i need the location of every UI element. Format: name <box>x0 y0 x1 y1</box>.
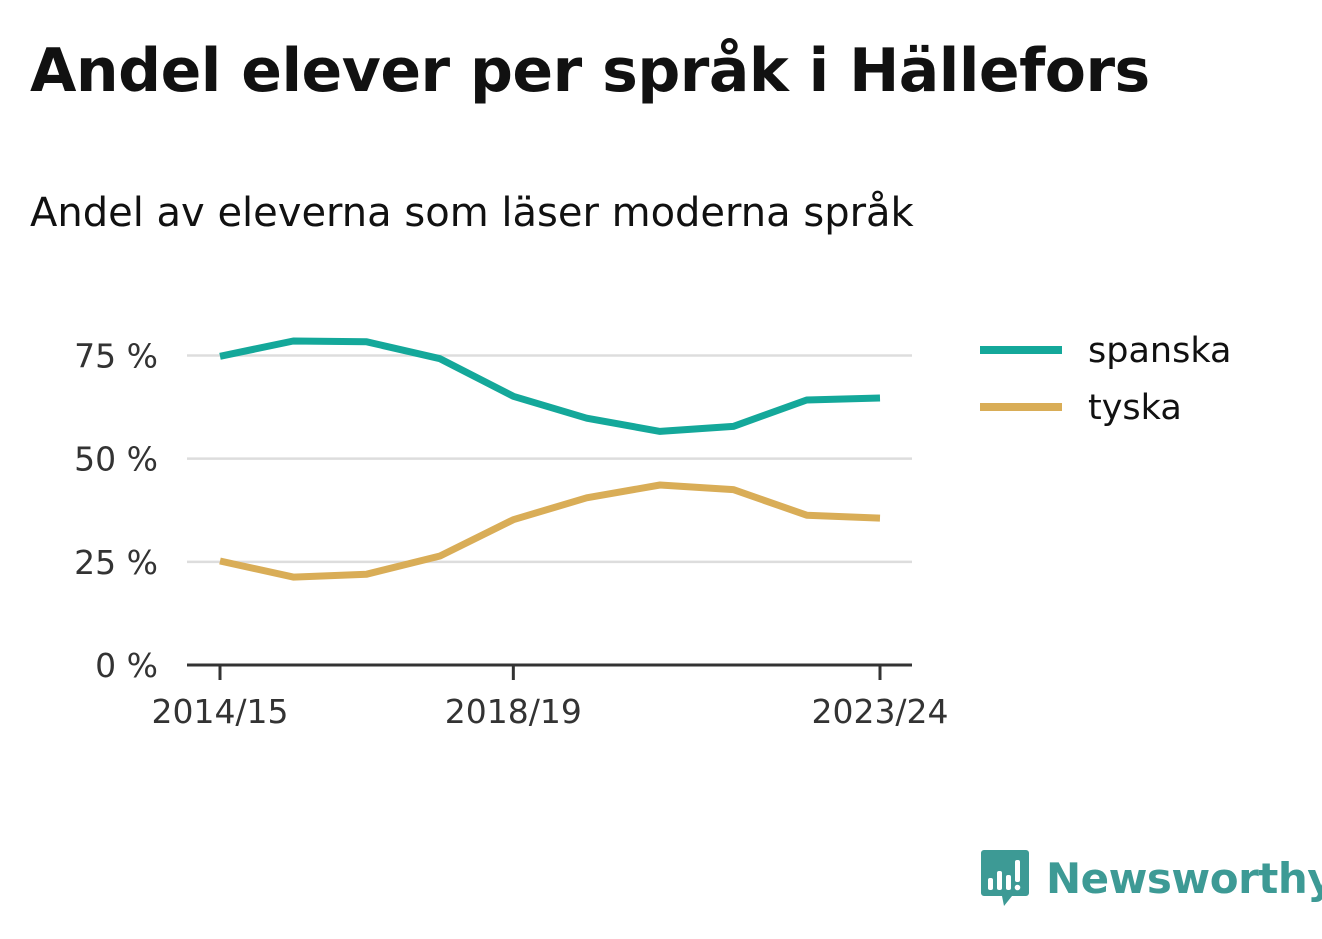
y-tick-label: 50 % <box>74 440 158 479</box>
series-lines <box>219 337 881 581</box>
x-tick-label: 2023/24 <box>811 692 948 731</box>
x-tick-label: 2014/15 <box>151 692 288 731</box>
x-tick-label: 2018/19 <box>445 692 582 731</box>
y-tick-label: 0 % <box>95 646 158 685</box>
series-line-spanska <box>219 337 881 435</box>
y-tick-label: 75 % <box>74 336 158 375</box>
x-axis-ticks: 2014/15 2018/19 2023/24 <box>151 665 949 731</box>
bar-chart-speech-bubble-icon <box>981 850 1029 906</box>
chart-subtitle: Andel av eleverna som läser moderna språ… <box>30 190 914 236</box>
legend-label-tyska: tyska <box>1088 388 1182 428</box>
newsworthy-logo: Newsworthy <box>980 848 1322 908</box>
gridlines <box>187 354 912 564</box>
y-axis-ticks: 0 % 25 % 50 % 75 % <box>74 336 158 685</box>
series-line-tyska <box>219 481 881 581</box>
y-tick-label: 25 % <box>74 543 158 582</box>
legend-label-spanska: spanska <box>1088 331 1231 371</box>
chart-title: Andel elever per språk i Hällefors <box>30 36 1150 106</box>
brand-name: Newsworthy <box>1046 853 1322 903</box>
legend: spanska tyska <box>980 331 1231 428</box>
